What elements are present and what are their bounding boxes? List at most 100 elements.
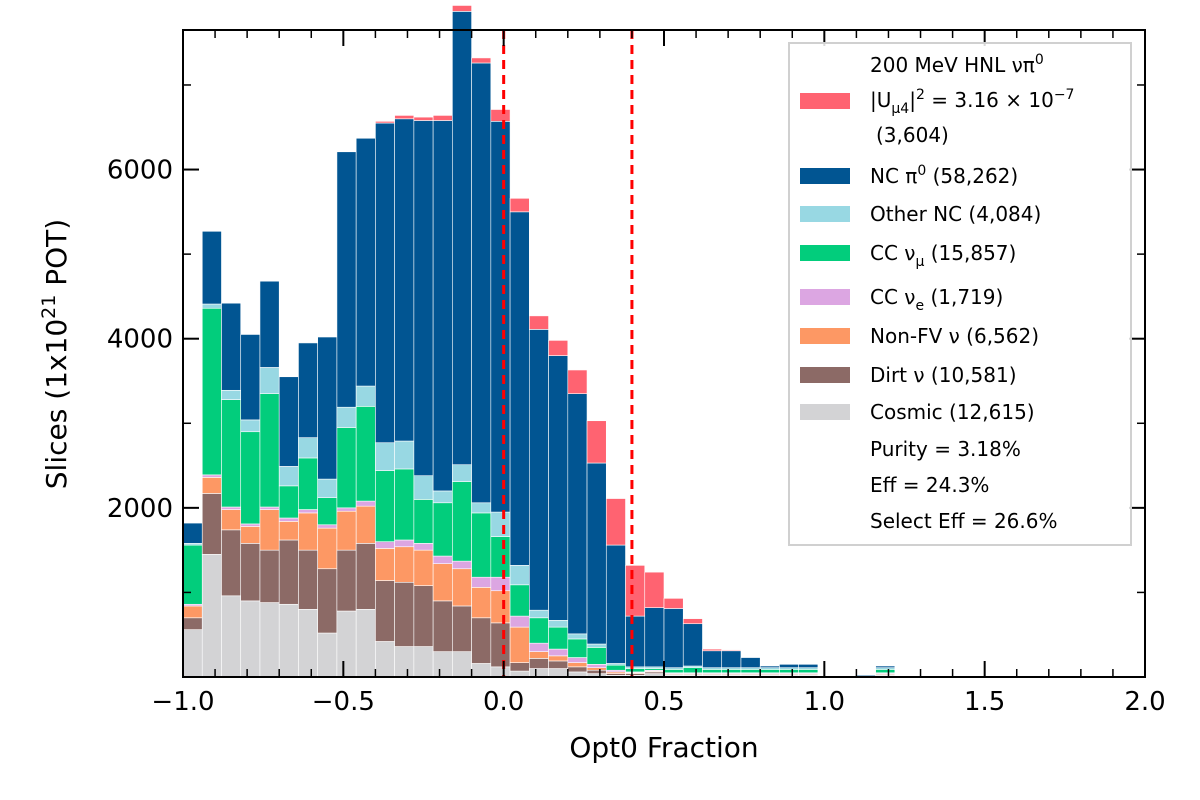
bar-cosmic-bin-19 [548,668,569,678]
bar-cosmic-bin-0 [182,629,203,678]
bar-ncpi0-bin-0 [182,522,203,544]
legend-efficiency: Eff = 24.3% [870,473,989,497]
bar-ccnue-bin-18 [529,642,549,652]
bar-ccnumu-bin-17 [509,584,530,617]
bar-ncpi0-bin-1 [201,230,222,305]
bar-nonfv-bin-3 [240,526,261,544]
bar-ncpi0-bin-12 [413,120,434,477]
bar-nonfv-bin-5 [278,521,299,541]
y-axis-title: Slices (1x1021 POT) [38,219,73,489]
legend-label-hnl-line1: 200 MeV HNL νπ0 [870,52,1044,77]
bar-ncpi0-bin-30 [759,665,780,668]
bar-ccnumu-bin-23 [625,668,646,673]
bar-othernc-bin-21 [586,643,607,648]
bar-ccnue-bin-17 [509,615,530,628]
bar-ccnumu-bin-0 [182,544,203,605]
bar-ccnue-bin-15 [471,576,492,588]
bar-ncpi0-bin-32 [798,664,819,668]
legend-swatch-cc-nue [800,289,850,305]
legend-swatch-cosmic [800,404,850,420]
bar-dirt-bin-20 [567,666,588,673]
x-axis-title: Opt0 Fraction [569,731,758,764]
bar-othernc-bin-18 [529,609,549,619]
bar-nonfv-bin-2 [221,509,242,531]
bar-nonfv-bin-16 [490,590,511,624]
bar-nonfv-bin-0 [182,605,203,619]
bar-cosmic-bin-18 [529,668,549,678]
bar-ccnue-bin-9 [355,500,376,507]
y-tick-label: 6000 [107,156,173,186]
bar-ccnumu-bin-9 [355,406,376,502]
bar-hnl-bin-26 [682,618,703,625]
bar-ccnumu-bin-15 [471,512,492,578]
bar-cosmic-bin-2 [221,595,242,678]
bar-dirt-bin-4 [259,549,280,603]
legend-label-cosmic: Cosmic (12,615) [870,400,1035,424]
bar-nonfv-bin-4 [259,509,280,551]
bar-dirt-bin-11 [394,581,415,647]
bar-hnl-bin-12 [413,116,434,121]
bar-nonfv-bin-7 [317,527,338,570]
bar-hnl-bin-13 [432,115,453,121]
bar-ccnumu-bin-18 [529,617,549,644]
x-tick-label: 0.5 [643,687,684,717]
bar-cosmic-bin-7 [317,632,338,678]
bar-ccnumu-bin-2 [221,399,242,508]
bar-dirt-bin-21 [586,669,607,674]
bar-hnl-bin-11 [394,115,415,120]
bar-ccnumu-bin-5 [278,485,299,519]
bar-dirt-bin-16 [490,622,511,668]
bar-othernc-bin-1 [201,303,222,309]
bar-othernc-bin-8 [336,406,357,428]
bar-nonfv-bin-19 [548,655,569,662]
bar-othernc-bin-20 [567,633,588,640]
bar-ncpi0-bin-7 [317,336,338,480]
bar-ncpi0-bin-18 [529,329,549,611]
bar-nonfv-bin-15 [471,587,492,619]
bar-ncpi0-bin-23 [625,615,646,668]
bar-hnl-bin-10 [375,121,395,124]
bar-othernc-bin-6 [298,437,318,459]
bar-ccnue-bin-2 [221,506,242,510]
bar-ccnue-bin-12 [413,543,434,551]
x-tick-label: 1.5 [964,687,1005,717]
legend-swatch-hnl [800,93,850,109]
bar-nonfv-bin-10 [375,548,395,581]
bar-dirt-bin-14 [452,605,472,652]
bar-othernc-bin-7 [317,478,338,499]
bar-othernc-bin-10 [375,442,395,471]
bar-ccnumu-bin-8 [336,427,357,509]
bar-ccnumu-bin-36 [875,669,896,674]
legend-label-hnl-line3: (3,604) [876,123,949,147]
bar-dirt-bin-12 [413,585,434,647]
bar-dirt-bin-17 [509,662,530,672]
bar-othernc-bin-2 [221,389,242,400]
bar-nonfv-bin-17 [509,626,530,663]
bar-nonfv-bin-12 [413,549,434,586]
bar-cosmic-bin-6 [298,609,318,678]
bar-ccnumu-bin-32 [798,669,819,674]
bar-ncpi0-bin-17 [509,211,530,566]
bar-dirt-bin-15 [471,617,492,664]
bar-ccnumu-bin-14 [452,481,472,562]
bar-ncpi0-bin-25 [663,608,684,668]
bar-hnl-bin-16 [490,109,511,122]
legend-label-cc-nue: CC νe (1,719) [870,285,1003,314]
bar-ncpi0-bin-19 [548,355,569,621]
bar-ncpi0-bin-8 [336,151,357,408]
bar-ncpi0-bin-3 [240,334,261,421]
bar-ncpi0-bin-13 [432,120,453,492]
bar-nonfv-bin-18 [529,651,549,659]
bar-ncpi0-bin-9 [355,137,376,387]
bar-dirt-bin-10 [375,580,395,642]
bar-dirt-bin-2 [221,529,242,597]
bar-ccnumu-bin-27 [702,669,723,674]
bar-nonfv-bin-6 [298,512,318,551]
bar-cosmic-bin-15 [471,663,492,678]
bar-hnl-bin-22 [605,498,626,546]
bar-othernc-bin-3 [240,419,261,433]
bar-ccnumu-bin-10 [375,470,395,542]
bar-hnl-bin-25 [663,598,684,609]
bar-nonfv-bin-11 [394,546,415,583]
